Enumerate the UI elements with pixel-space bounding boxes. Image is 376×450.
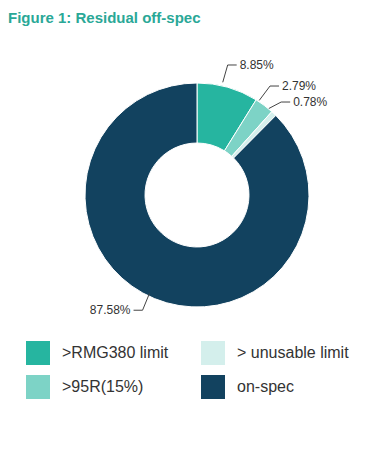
svg-text:2.79%: 2.79% xyxy=(282,79,316,93)
svg-text:0.78%: 0.78% xyxy=(293,95,327,109)
html-text:on-spec: on-spec xyxy=(237,378,294,395)
html-text:>RMG380 limit: >RMG380 limit xyxy=(62,344,169,361)
html-text:> unusable limit: > unusable limit xyxy=(237,344,349,361)
svg-text:8.85%: 8.85% xyxy=(240,58,274,72)
html-text:Figure 1: Residual off-spec: Figure 1: Residual off-spec xyxy=(8,9,201,26)
html-text:>95R(15%): >95R(15%) xyxy=(62,378,144,395)
svg-text:87.58%: 87.58% xyxy=(90,303,131,317)
